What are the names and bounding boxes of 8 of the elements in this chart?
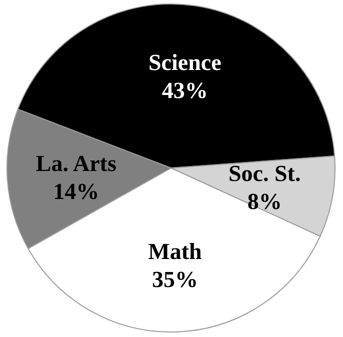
data-label: 35%: [152, 267, 198, 292]
slice-label: La. Arts: [36, 150, 116, 176]
data-label: 8%: [247, 188, 282, 214]
slice-label: Soc. St.: [228, 160, 301, 186]
slice-label: Math: [148, 239, 202, 264]
data-label: 14%: [53, 178, 100, 204]
slice-label: Science: [148, 50, 222, 75]
data-label: 43%: [162, 78, 208, 103]
